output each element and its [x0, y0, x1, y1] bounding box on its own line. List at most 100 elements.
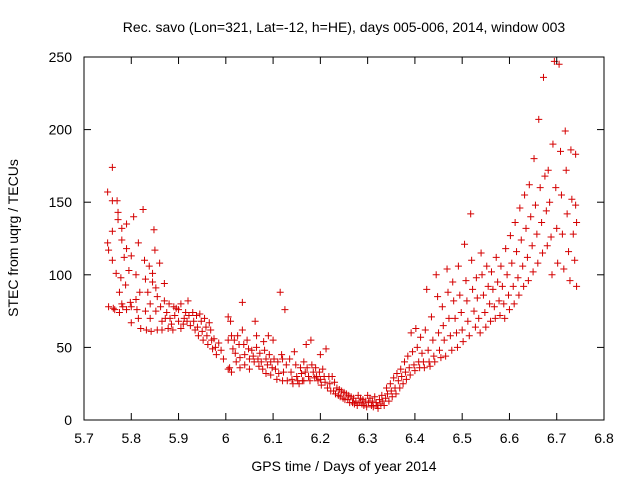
chart-title: Rec. savo (Lon=321, Lat=-12, h=HE), days… — [123, 19, 566, 35]
data-point — [444, 288, 452, 296]
data-point — [541, 172, 549, 180]
data-point — [217, 346, 225, 354]
data-point — [396, 384, 404, 392]
data-point — [446, 332, 454, 340]
data-point — [539, 249, 547, 257]
data-point — [308, 361, 316, 369]
data-point — [413, 343, 421, 351]
data-point — [153, 293, 161, 301]
data-point — [267, 358, 275, 366]
data-point — [166, 314, 174, 322]
data-point — [380, 401, 388, 409]
data-point — [130, 213, 138, 221]
data-point — [287, 368, 295, 376]
data-point — [151, 246, 159, 254]
y-axis-label: STEC from uqrg / TECUs — [5, 159, 21, 317]
data-point — [118, 224, 126, 232]
data-point — [527, 213, 535, 221]
data-point — [204, 340, 212, 348]
data-point — [117, 274, 125, 282]
data-point — [473, 294, 481, 302]
data-point — [355, 399, 363, 407]
data-point — [386, 380, 394, 388]
data-point — [491, 314, 499, 322]
data-point — [440, 336, 448, 344]
data-point — [169, 326, 177, 334]
data-point — [210, 335, 218, 343]
data-point — [372, 399, 380, 407]
data-point — [194, 332, 202, 340]
data-point — [149, 269, 157, 277]
data-point — [544, 166, 552, 174]
data-point — [123, 306, 131, 314]
data-point — [193, 323, 201, 331]
data-point — [382, 394, 390, 402]
data-point — [105, 246, 113, 254]
data-point — [404, 352, 412, 360]
data-point — [230, 336, 238, 344]
data-point — [185, 311, 193, 319]
data-point — [141, 307, 149, 315]
data-point — [234, 332, 242, 340]
data-point — [521, 191, 529, 199]
data-point — [492, 253, 500, 261]
data-point — [385, 397, 393, 405]
data-point — [104, 239, 112, 247]
data-point — [472, 274, 480, 282]
data-point — [421, 326, 429, 334]
data-point — [120, 253, 128, 261]
data-point — [271, 365, 279, 373]
data-point — [383, 390, 391, 398]
x-tick-label: 5.8 — [122, 430, 142, 446]
data-point — [443, 265, 451, 273]
data-point — [292, 361, 300, 369]
data-point — [241, 361, 249, 369]
data-point — [569, 230, 577, 238]
data-point — [149, 278, 157, 286]
data-point — [371, 393, 379, 401]
data-point — [378, 391, 386, 399]
data-point — [439, 322, 447, 330]
data-point — [445, 314, 453, 322]
data-point — [215, 339, 223, 347]
data-point — [160, 297, 168, 305]
data-point — [262, 355, 270, 363]
x-tick-label: 5.7 — [74, 430, 94, 446]
data-point — [109, 304, 117, 312]
data-point — [309, 368, 317, 376]
data-point — [393, 370, 401, 378]
data-point — [300, 358, 308, 366]
data-point — [263, 361, 271, 369]
data-point — [538, 219, 546, 227]
data-point — [412, 325, 420, 333]
data-point — [399, 380, 407, 388]
data-point — [515, 291, 523, 299]
data-point — [501, 314, 509, 322]
x-tick-label: 6.5 — [452, 430, 472, 446]
data-point — [449, 278, 457, 286]
data-point — [463, 297, 471, 305]
data-point — [321, 378, 329, 386]
data-point — [177, 300, 185, 308]
data-point — [283, 377, 291, 385]
data-point — [572, 150, 580, 158]
data-point — [450, 297, 458, 305]
data-point — [227, 332, 235, 340]
data-point — [256, 349, 264, 357]
data-point — [241, 351, 249, 359]
data-point — [331, 378, 339, 386]
data-point — [175, 317, 183, 325]
data-point — [134, 239, 142, 247]
data-point — [464, 317, 472, 325]
data-point — [431, 358, 439, 366]
x-tick-label: 6.3 — [358, 430, 378, 446]
data-point — [127, 319, 135, 327]
data-point — [423, 285, 431, 293]
data-point — [456, 291, 464, 299]
data-point — [482, 323, 490, 331]
data-point — [104, 188, 112, 196]
data-point — [139, 205, 147, 213]
data-point — [418, 349, 426, 357]
data-point — [453, 343, 461, 351]
data-point — [409, 348, 417, 356]
